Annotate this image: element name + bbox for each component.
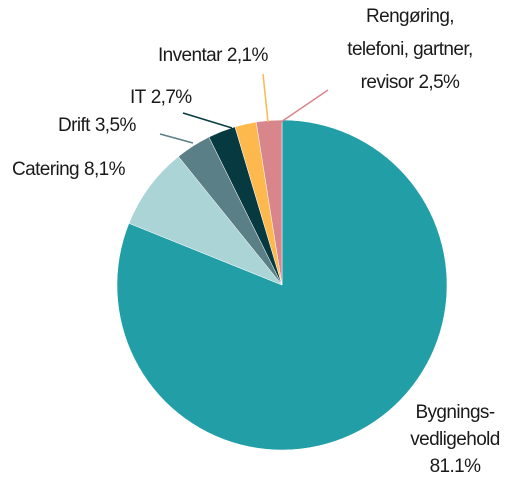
value-label: 8,1% bbox=[84, 159, 126, 180]
value-label: 2,7% bbox=[151, 87, 193, 108]
leader-line bbox=[182, 112, 233, 129]
label-line: telefoni, gartner, bbox=[347, 39, 472, 60]
label-line: Bygnings- bbox=[415, 402, 494, 423]
label-line: revisor bbox=[361, 72, 415, 93]
leader-line bbox=[262, 73, 269, 123]
value-label: 2,1% bbox=[227, 45, 269, 66]
slice-label: Inventar 2,1% bbox=[158, 45, 268, 66]
leader-line bbox=[159, 133, 194, 144]
label-line: Rengøring, bbox=[366, 6, 454, 27]
pie-slice bbox=[255, 119, 283, 286]
slice-label: Catering 8,1% bbox=[12, 159, 126, 180]
label-line: Drift bbox=[58, 115, 91, 136]
label-line: vedligehold bbox=[410, 429, 500, 450]
leader-line bbox=[280, 89, 329, 123]
slice-label: IT 2,7% bbox=[130, 87, 192, 108]
slice-label: Drift 3,5% bbox=[58, 115, 136, 136]
value-label: 2,5% bbox=[418, 72, 460, 93]
label-line: IT bbox=[130, 87, 147, 108]
label-line: Inventar bbox=[158, 45, 223, 66]
value-label: 81.1% bbox=[430, 456, 482, 477]
slice-label: Bygnings-vedligehold 81.1% bbox=[410, 402, 500, 477]
label-line: Catering bbox=[12, 159, 79, 180]
pie-slice bbox=[116, 119, 448, 451]
value-label: 3,5% bbox=[95, 115, 137, 136]
slice-label: Rengøring, telefoni, gartner, revisor 2,5% bbox=[347, 6, 472, 93]
